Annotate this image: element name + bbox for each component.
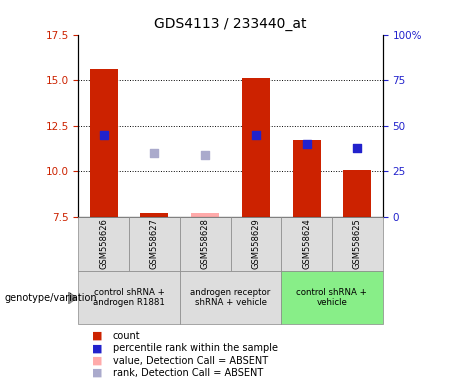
Bar — [78, 271, 180, 324]
Bar — [90, 69, 118, 217]
Point — [100, 132, 107, 138]
Bar — [129, 217, 180, 271]
Bar — [191, 214, 219, 217]
Text: control shRNA +
vehicle: control shRNA + vehicle — [296, 288, 367, 307]
Bar — [293, 141, 320, 217]
Bar — [180, 217, 230, 271]
Text: value, Detection Call = ABSENT: value, Detection Call = ABSENT — [113, 356, 268, 366]
Point — [303, 141, 310, 147]
Text: ■: ■ — [92, 343, 103, 353]
Text: GSM558624: GSM558624 — [302, 218, 311, 269]
Point — [252, 132, 260, 138]
Point — [354, 145, 361, 151]
Bar — [141, 214, 168, 217]
Bar — [230, 217, 281, 271]
Bar — [343, 170, 371, 217]
Bar — [281, 271, 383, 324]
Bar — [78, 217, 129, 271]
Bar — [242, 78, 270, 217]
Text: rank, Detection Call = ABSENT: rank, Detection Call = ABSENT — [113, 368, 263, 378]
Bar — [281, 217, 332, 271]
Text: count: count — [113, 331, 141, 341]
Text: genotype/variation: genotype/variation — [5, 293, 97, 303]
Text: androgen receptor
shRNA + vehicle: androgen receptor shRNA + vehicle — [190, 288, 271, 307]
Text: ■: ■ — [92, 368, 103, 378]
Text: GSM558627: GSM558627 — [150, 218, 159, 269]
Point — [201, 152, 209, 158]
Text: ■: ■ — [92, 331, 103, 341]
Point — [151, 150, 158, 156]
Text: control shRNA +
androgen R1881: control shRNA + androgen R1881 — [93, 288, 165, 307]
Text: GDS4113 / 233440_at: GDS4113 / 233440_at — [154, 17, 307, 31]
Bar — [332, 217, 383, 271]
Polygon shape — [68, 292, 77, 304]
Text: GSM558628: GSM558628 — [201, 218, 210, 269]
Text: GSM558625: GSM558625 — [353, 218, 362, 269]
Text: percentile rank within the sample: percentile rank within the sample — [113, 343, 278, 353]
Text: ■: ■ — [92, 356, 103, 366]
Text: GSM558626: GSM558626 — [99, 218, 108, 269]
Bar — [180, 271, 281, 324]
Text: GSM558629: GSM558629 — [251, 218, 260, 269]
